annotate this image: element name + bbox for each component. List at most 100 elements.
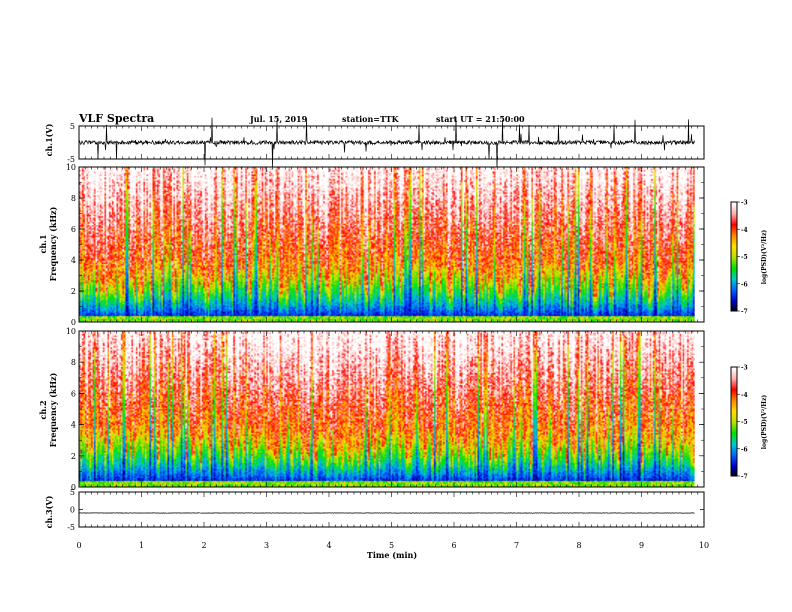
colorbar-swatch bbox=[731, 298, 737, 301]
colorbar-swatch bbox=[731, 236, 737, 239]
colorbar-swatch bbox=[731, 381, 737, 384]
ch1-colorbar: -3 -4 -5 -6 -7 bbox=[730, 200, 748, 316]
colorbar-swatch bbox=[731, 367, 737, 370]
colorbar-swatch bbox=[731, 388, 737, 392]
ytick-label: -5 bbox=[67, 523, 75, 532]
colorbar-swatch bbox=[731, 456, 737, 459]
colorbar-swatch bbox=[731, 441, 737, 444]
colorbar-swatch bbox=[731, 212, 737, 216]
colorbar-swatch bbox=[731, 202, 737, 205]
colorbar-swatch bbox=[731, 446, 737, 450]
ch1-waveform-ylabel: ch.1(V) bbox=[44, 123, 54, 156]
colorbar-swatch bbox=[731, 303, 737, 307]
colorbar-swatch bbox=[731, 396, 737, 399]
ytick-minor bbox=[79, 330, 704, 488]
colorbar-swatch bbox=[731, 443, 737, 446]
ch1-frequency-ylabel: Frequency (kHz) bbox=[48, 206, 58, 281]
colorbar-swatch bbox=[731, 260, 737, 263]
date-label: Jul. 15, 2019 bbox=[249, 114, 308, 124]
colorbar-swatch bbox=[731, 370, 737, 373]
ytick-label: 5 bbox=[70, 488, 75, 497]
colorbar-swatch bbox=[731, 445, 737, 448]
colorbar-tick-label: -3 bbox=[741, 200, 748, 207]
colorbar-tick-label: -5 bbox=[741, 419, 748, 426]
colorbar-swatch bbox=[731, 265, 737, 268]
colorbar-swatch bbox=[731, 401, 737, 404]
colorbar-swatch bbox=[731, 465, 737, 468]
colorbar-tick-label: -6 bbox=[741, 446, 748, 453]
colorbar-swatch bbox=[731, 448, 737, 452]
start-time-label: start UT = 21:50:00 bbox=[436, 114, 525, 124]
colorbar-swatch bbox=[731, 205, 737, 208]
colorbar-swatch bbox=[731, 394, 737, 397]
colorbar-swatch bbox=[731, 468, 737, 472]
ch2-colorbar: -3 -4 -5 -6 -7 bbox=[730, 365, 748, 481]
colorbar-swatch bbox=[731, 459, 737, 462]
ytick-label: 2 bbox=[71, 452, 76, 461]
colorbar-swatch bbox=[731, 368, 737, 372]
colorbar-swatch bbox=[731, 437, 737, 441]
colorbar-swatch bbox=[731, 285, 737, 288]
ch2-colorbar-label: log(PSD)(V²/Hz) bbox=[761, 395, 768, 450]
colorbar-swatch bbox=[731, 374, 737, 377]
colorbar-swatch bbox=[731, 249, 737, 252]
colorbar-swatch bbox=[731, 218, 737, 221]
colorbar-swatch bbox=[731, 430, 737, 433]
colorbar-swatch bbox=[731, 263, 737, 267]
colorbar-swatch bbox=[731, 300, 737, 303]
colorbar-swatch bbox=[731, 403, 737, 406]
colorbar-swatch bbox=[731, 292, 737, 296]
ch1-label: ch.1 bbox=[38, 234, 48, 253]
colorbar-swatch bbox=[731, 258, 737, 261]
colorbar-swatch bbox=[731, 252, 737, 256]
ytick-label: 8 bbox=[71, 194, 76, 203]
colorbar-swatch bbox=[731, 294, 737, 297]
ytick-label: 0 bbox=[70, 506, 75, 515]
colorbar-swatch bbox=[731, 416, 737, 419]
colorbar-swatch bbox=[731, 220, 737, 223]
time-ticks bbox=[78, 331, 705, 487]
colorbar-swatch bbox=[731, 466, 737, 470]
colorbar-swatch bbox=[731, 385, 737, 388]
colorbar-swatch bbox=[731, 307, 737, 310]
ytick-label: 10 bbox=[66, 327, 76, 336]
ytick-label: 0 bbox=[71, 318, 76, 327]
colorbar-swatch bbox=[731, 376, 737, 379]
xtick-label: 3 bbox=[264, 541, 269, 550]
ytick-label: 0 bbox=[71, 483, 76, 492]
ch2-spectrogram-image bbox=[79, 331, 695, 487]
colorbar-swatch bbox=[731, 251, 737, 254]
colorbar-swatch bbox=[731, 474, 737, 477]
colorbar-swatch bbox=[731, 238, 737, 241]
ch2-label: ch.2 bbox=[38, 400, 48, 419]
ytick-minor bbox=[79, 166, 704, 323]
colorbar-swatch bbox=[731, 283, 737, 287]
colorbar-swatch bbox=[731, 421, 737, 424]
colorbar-swatch bbox=[731, 439, 737, 442]
colorbar-swatch bbox=[731, 410, 737, 413]
colorbar-swatch bbox=[731, 305, 737, 308]
xtick-label: 6 bbox=[451, 541, 456, 550]
colorbar-swatch bbox=[731, 214, 737, 218]
colorbar-swatch bbox=[731, 406, 737, 410]
colorbar-swatch bbox=[731, 399, 737, 403]
colorbar-swatch bbox=[731, 216, 737, 219]
colorbar-tick-label: -3 bbox=[741, 365, 748, 372]
colorbar-swatch bbox=[731, 452, 737, 455]
ytick-label: 6 bbox=[71, 389, 76, 398]
time-ticks bbox=[78, 167, 705, 322]
colorbar-swatch bbox=[731, 254, 737, 257]
colorbar-swatch bbox=[731, 457, 737, 461]
colorbar-swatch bbox=[731, 272, 737, 276]
colorbar-swatch bbox=[731, 229, 737, 232]
colorbar-swatch bbox=[731, 426, 737, 430]
xtick-label: 10 bbox=[699, 541, 709, 550]
colorbar-swatch bbox=[731, 463, 737, 466]
colorbar-swatch bbox=[731, 408, 737, 412]
colorbar-swatch bbox=[731, 211, 737, 214]
colorbar-swatch bbox=[731, 291, 737, 294]
ytick-label: 4 bbox=[71, 256, 76, 265]
colorbar-swatch bbox=[731, 397, 737, 401]
colorbar-swatch bbox=[731, 231, 737, 234]
colorbar-tick-label: -5 bbox=[741, 254, 748, 261]
